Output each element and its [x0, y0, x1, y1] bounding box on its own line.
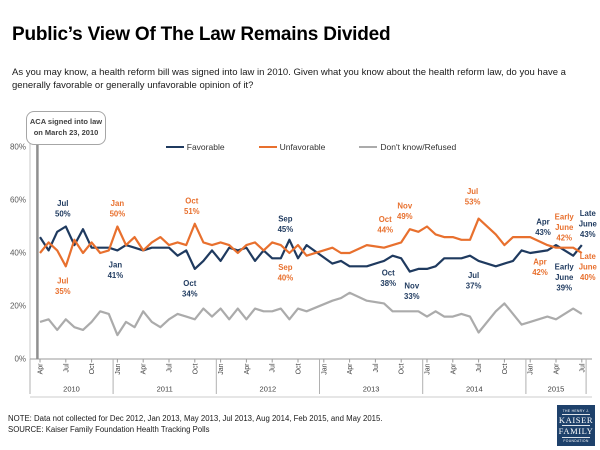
svg-text:20%: 20% — [10, 302, 26, 311]
logo-line-kaiser: KAISER — [558, 414, 594, 425]
svg-text:Jan: Jan — [218, 363, 225, 374]
favorable-data-label: Nov 33% — [404, 282, 420, 302]
logo-divider — [562, 436, 590, 438]
favorable-data-label: Jul 37% — [466, 271, 482, 291]
svg-text:Oct: Oct — [192, 363, 199, 374]
svg-text:2015: 2015 — [548, 385, 565, 394]
x-axis: 2010 2011 2012 2013 2014 2015 Apr Jul Oct Jan Apr J… — [29, 112, 592, 398]
unfavorable-data-label: Oct 44% — [377, 215, 393, 235]
svg-text:Apr: Apr — [141, 363, 148, 375]
legend-label-unfavorable: Unfavorable — [279, 142, 326, 152]
source-text: SOURCE: Kaiser Family Foundation Health … — [8, 425, 210, 435]
unfavorable-data-label: Jul 35% — [55, 276, 71, 296]
svg-text:Oct: Oct — [89, 363, 96, 374]
favorable-data-label: Sep 45% — [278, 214, 294, 234]
footnotes: NOTE: Data not collected for Dec 2012, J… — [8, 413, 383, 436]
svg-text:Jul: Jul — [270, 363, 277, 372]
unfavorable-data-label: Jul 53% — [465, 187, 481, 207]
legend-item-unfavorable: Unfavorable — [258, 142, 326, 152]
svg-text:40%: 40% — [10, 249, 26, 258]
svg-text:2014: 2014 — [466, 385, 483, 394]
unfavorable-data-label: Apr 42% — [532, 258, 548, 278]
svg-text:80%: 80% — [10, 143, 26, 152]
logo-divider — [562, 425, 590, 426]
aca-callout: ACA signed into law on March 23, 2010 — [26, 111, 106, 145]
svg-text:Jul: Jul — [167, 363, 174, 372]
svg-text:Apr: Apr — [450, 363, 457, 375]
favorable-line-swatch — [165, 145, 184, 149]
unfavorable-data-label: Late June 40% — [579, 252, 598, 282]
logo-line-family: FAMILY — [558, 426, 594, 436]
svg-text:Apr: Apr — [38, 363, 45, 375]
favorable-data-label: Apr 43% — [535, 218, 551, 238]
aca-callout-line2: on March 23, 2010 — [33, 128, 99, 137]
page-title: Public’s View Of The Law Remains Divided — [12, 24, 391, 45]
svg-text:Jul: Jul — [373, 363, 380, 372]
kaiser-family-foundation-logo: THE HENRY J. KAISER FAMILY FOUNDATION — [557, 405, 595, 446]
unfavorable-data-label: Jan 50% — [110, 199, 126, 219]
unfavorable-line-swatch — [258, 145, 277, 149]
favorable-line — [39, 225, 583, 273]
legend-label-favorable: Favorable — [186, 142, 225, 152]
unfavorable-line — [39, 217, 583, 268]
favorable-data-label: Jul 50% — [55, 199, 71, 219]
svg-text:Oct: Oct — [502, 363, 509, 374]
svg-text:2013: 2013 — [363, 385, 380, 394]
svg-text:Oct: Oct — [399, 363, 406, 374]
favorable-data-label: Late June 43% — [579, 209, 598, 239]
legend-label-dont-know-refused: Don't know/Refused — [380, 142, 457, 152]
dont-know-refused-line-swatch — [359, 145, 378, 149]
svg-text:Jul: Jul — [476, 363, 483, 372]
favorable-data-label: Oct 38% — [380, 268, 396, 288]
note-text: NOTE: Data not collected for Dec 2012, J… — [8, 414, 383, 423]
svg-text:2012: 2012 — [260, 385, 277, 394]
favorable-data-label: Jan 41% — [108, 260, 124, 280]
svg-text:0%: 0% — [14, 355, 26, 364]
logo-line-henry-j: THE HENRY J. — [562, 408, 590, 413]
data-labels: Jul 50% Jul 35% Jan 50% Jan 41% Oct 51% Oct 34% Sep 4… — [55, 187, 598, 301]
svg-text:Apr: Apr — [244, 363, 251, 375]
y-axis-labels: 0% 20% 40% 60% 80% — [10, 143, 26, 364]
logo-line-foundation: FOUNDATION — [563, 438, 589, 443]
svg-text:Jan: Jan — [115, 363, 122, 374]
dont-know-refused-line — [39, 291, 583, 337]
legend-item-favorable: Favorable — [165, 142, 225, 152]
unfavorable-data-label: Sep 40% — [278, 263, 294, 283]
legend-item-dont-know-refused: Don't know/Refused — [359, 142, 456, 152]
svg-text:2011: 2011 — [157, 385, 173, 394]
svg-text:Jan: Jan — [528, 363, 535, 374]
svg-text:Jan: Jan — [321, 363, 328, 374]
favorable-data-label: Oct 34% — [182, 279, 198, 299]
svg-text:Apr: Apr — [554, 363, 561, 375]
svg-text:Jul: Jul — [579, 363, 586, 372]
legend: Favorable Unfavorable Don't know/Refused — [30, 142, 592, 152]
svg-text:Jan: Jan — [425, 363, 432, 374]
logo-divider — [562, 413, 590, 415]
unfavorable-data-label: Oct 51% — [184, 196, 200, 216]
aca-callout-line1: ACA signed into law — [29, 117, 103, 127]
favorable-data-label: Early June 39% — [555, 263, 575, 293]
svg-text:Oct: Oct — [296, 363, 303, 374]
series-lines — [39, 217, 583, 337]
svg-text:Jul: Jul — [63, 363, 70, 372]
svg-text:60%: 60% — [10, 196, 26, 205]
unfavorable-data-label: Early June 42% — [555, 213, 575, 243]
unfavorable-data-label: Nov 49% — [397, 202, 413, 222]
svg-text:Apr: Apr — [347, 363, 354, 375]
svg-text:2010: 2010 — [63, 385, 80, 394]
chart-question-text: As you may know, a health reform bill wa… — [12, 67, 566, 92]
